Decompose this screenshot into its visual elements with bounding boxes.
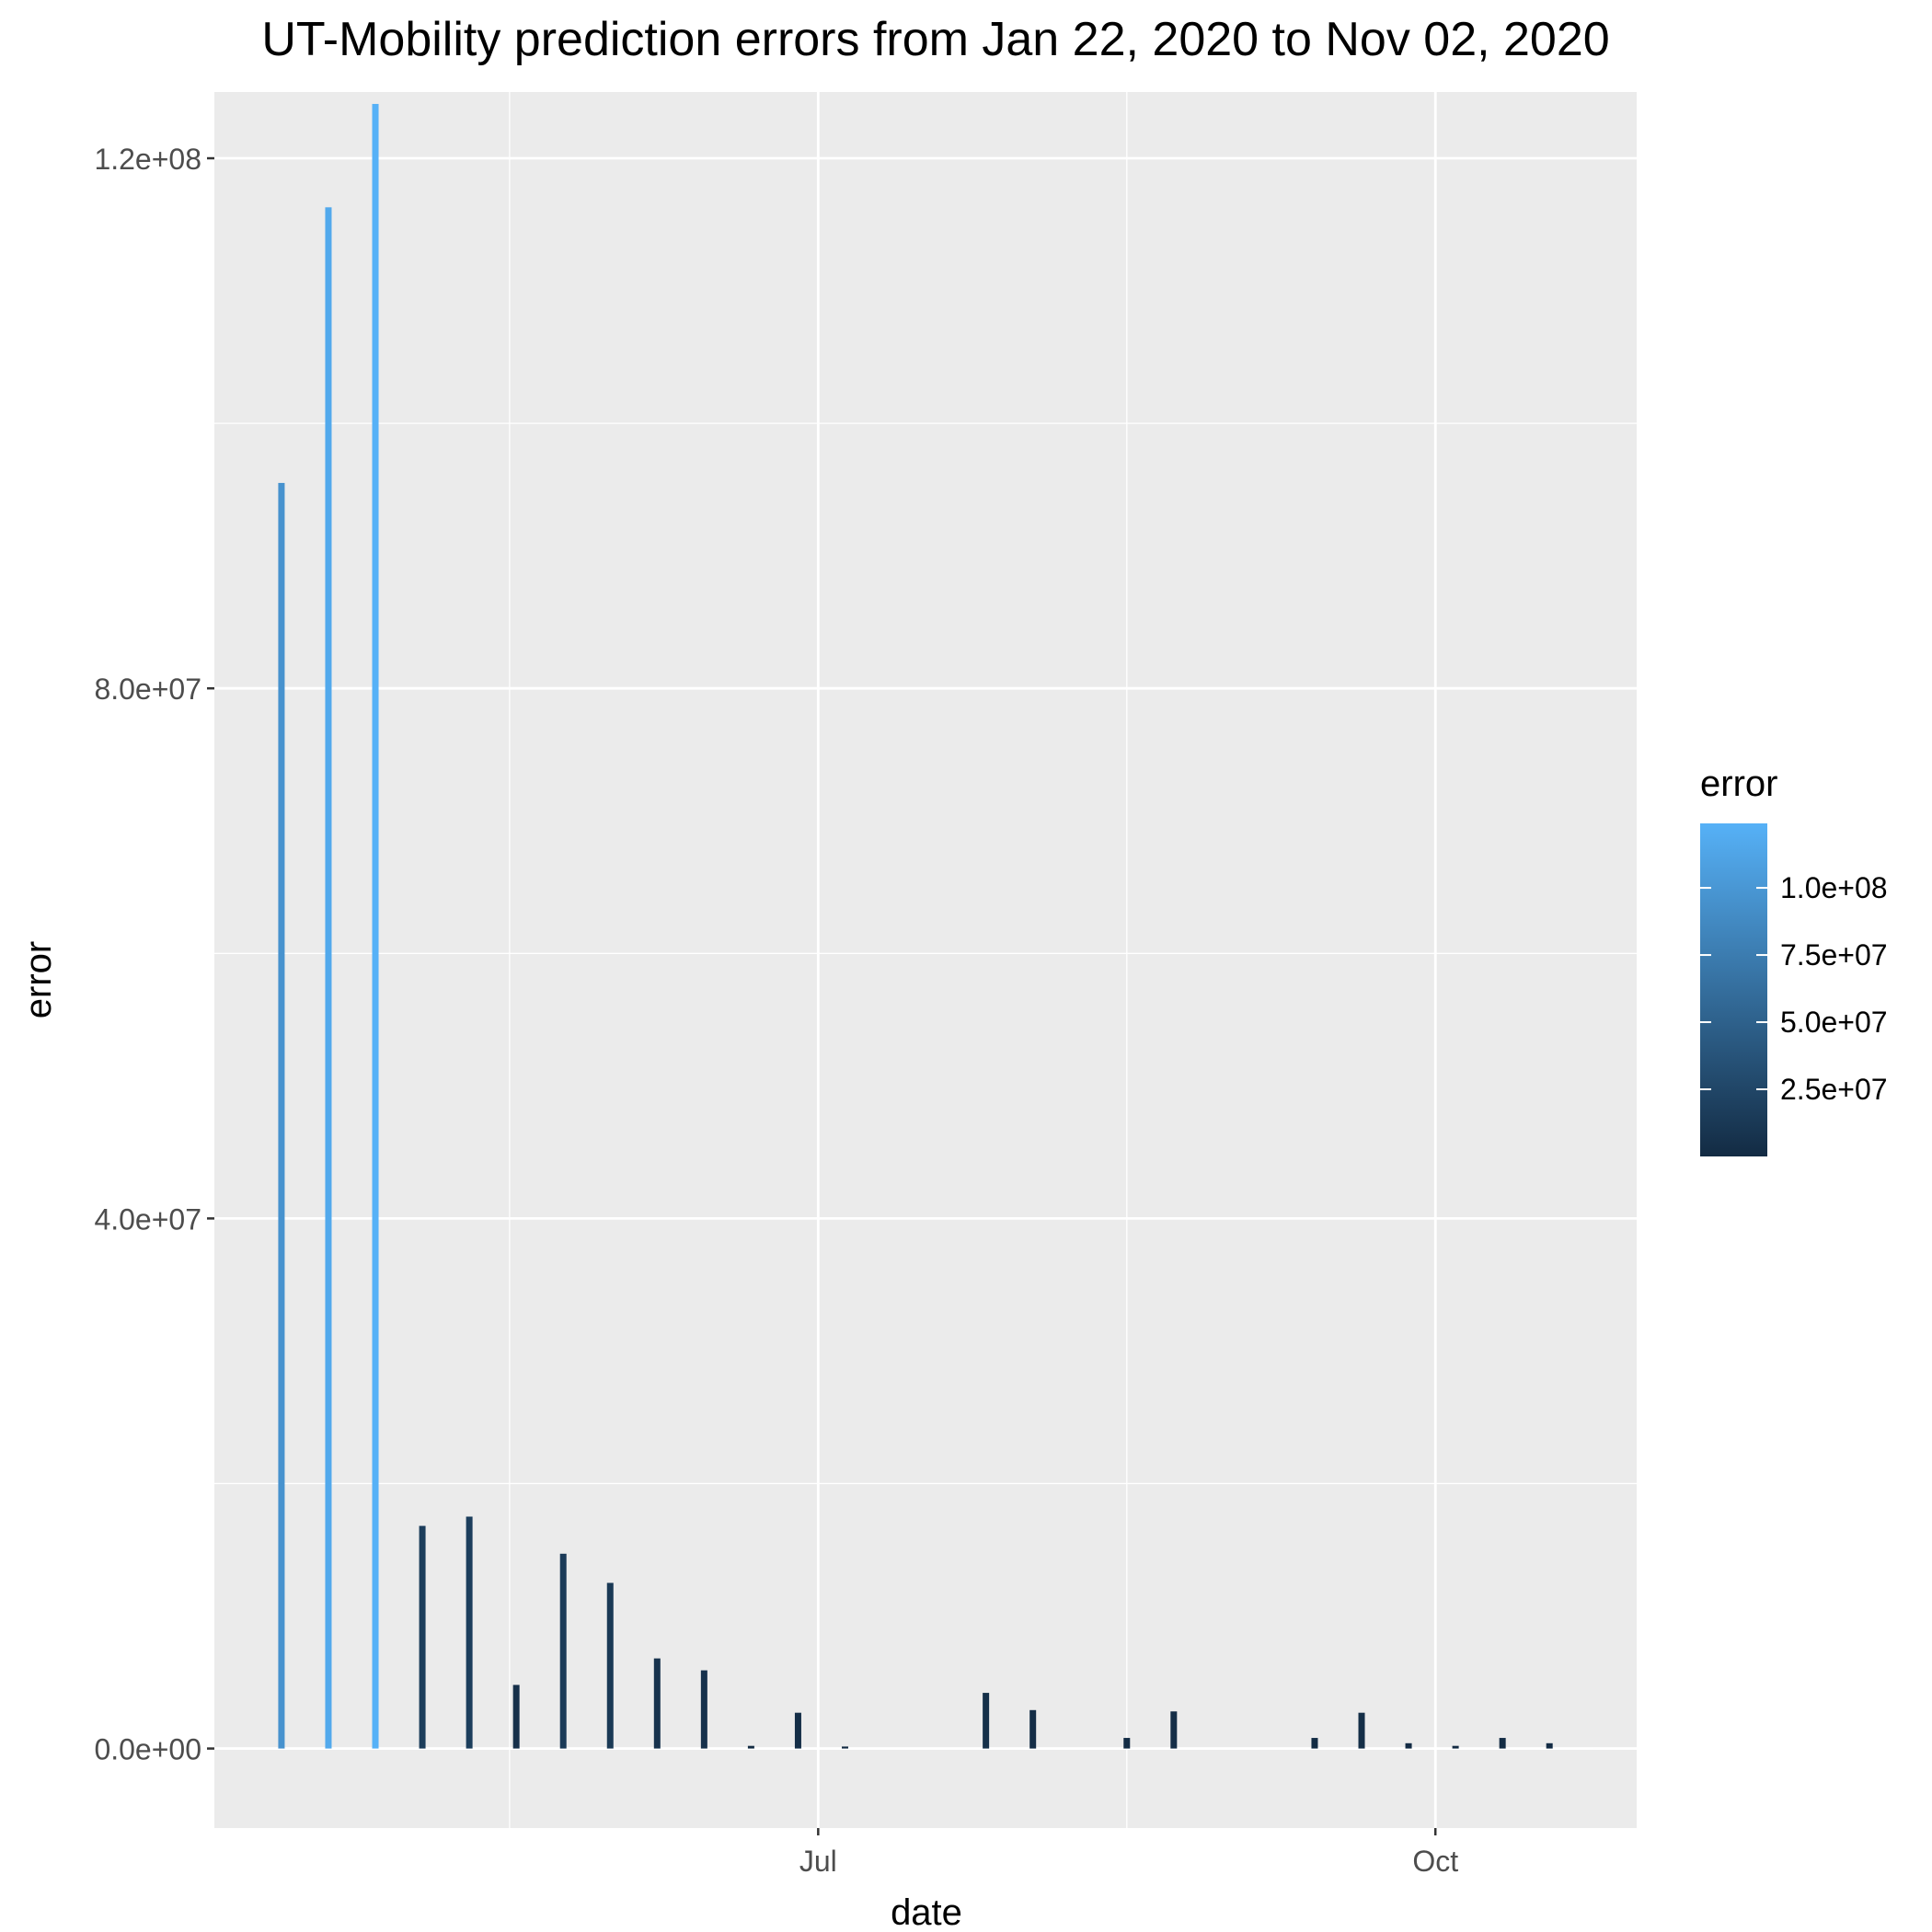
bar bbox=[1029, 1709, 1037, 1749]
y-tick-label: 1.2e+08 bbox=[94, 143, 201, 176]
bar bbox=[983, 1693, 990, 1749]
x-tick-label: Oct bbox=[1412, 1845, 1458, 1878]
legend-title: error bbox=[1700, 764, 1777, 804]
y-tick-label: 4.0e+07 bbox=[94, 1202, 201, 1236]
bar bbox=[700, 1670, 707, 1749]
chart-title: UT-Mobility prediction errors from Jan 2… bbox=[261, 13, 1609, 66]
bars bbox=[278, 103, 1600, 1749]
color-legend: error 2.5e+07 5.0e+07 7.5e+07 1.0e+08 bbox=[1700, 764, 1888, 1156]
bar bbox=[1311, 1738, 1318, 1749]
y-tick-label: 0.0e+00 bbox=[94, 1733, 201, 1766]
bar bbox=[1123, 1738, 1131, 1749]
bar bbox=[747, 1745, 754, 1749]
legend-tick-label: 1.0e+08 bbox=[1780, 871, 1888, 904]
y-tick-label: 8.0e+07 bbox=[94, 673, 201, 706]
bar bbox=[372, 103, 379, 1749]
legend-tick-label: 2.5e+07 bbox=[1780, 1073, 1888, 1106]
bar bbox=[1499, 1738, 1506, 1749]
x-axis-title: date bbox=[891, 1892, 962, 1932]
bar bbox=[1170, 1711, 1178, 1749]
bar bbox=[1405, 1742, 1412, 1749]
bar bbox=[512, 1685, 520, 1749]
bar bbox=[841, 1746, 848, 1749]
plot-panel bbox=[214, 92, 1637, 1828]
bar bbox=[794, 1712, 801, 1749]
x-tick-label: Jul bbox=[799, 1845, 837, 1878]
major-gridlines bbox=[214, 92, 1637, 1828]
legend-tick-label: 5.0e+07 bbox=[1780, 1006, 1888, 1039]
y-axis: 0.0e+00 4.0e+07 8.0e+07 1.2e+08 bbox=[94, 143, 214, 1766]
bar bbox=[1452, 1745, 1459, 1749]
legend-ticks: 2.5e+07 5.0e+07 7.5e+07 1.0e+08 bbox=[1700, 871, 1888, 1106]
bar bbox=[1546, 1742, 1553, 1749]
x-axis: Jul Oct bbox=[799, 1828, 1458, 1878]
bar bbox=[325, 207, 332, 1749]
bar bbox=[278, 482, 285, 1749]
legend-color-bar bbox=[1700, 823, 1767, 1156]
legend-tick-label: 7.5e+07 bbox=[1780, 938, 1888, 972]
bar bbox=[653, 1658, 661, 1749]
y-axis-title: error bbox=[18, 941, 59, 1018]
bar bbox=[606, 1582, 614, 1749]
bar bbox=[559, 1553, 567, 1749]
bar bbox=[1358, 1712, 1365, 1749]
bar bbox=[466, 1516, 473, 1749]
bar bbox=[419, 1525, 426, 1749]
minor-gridlines bbox=[214, 92, 1637, 1828]
